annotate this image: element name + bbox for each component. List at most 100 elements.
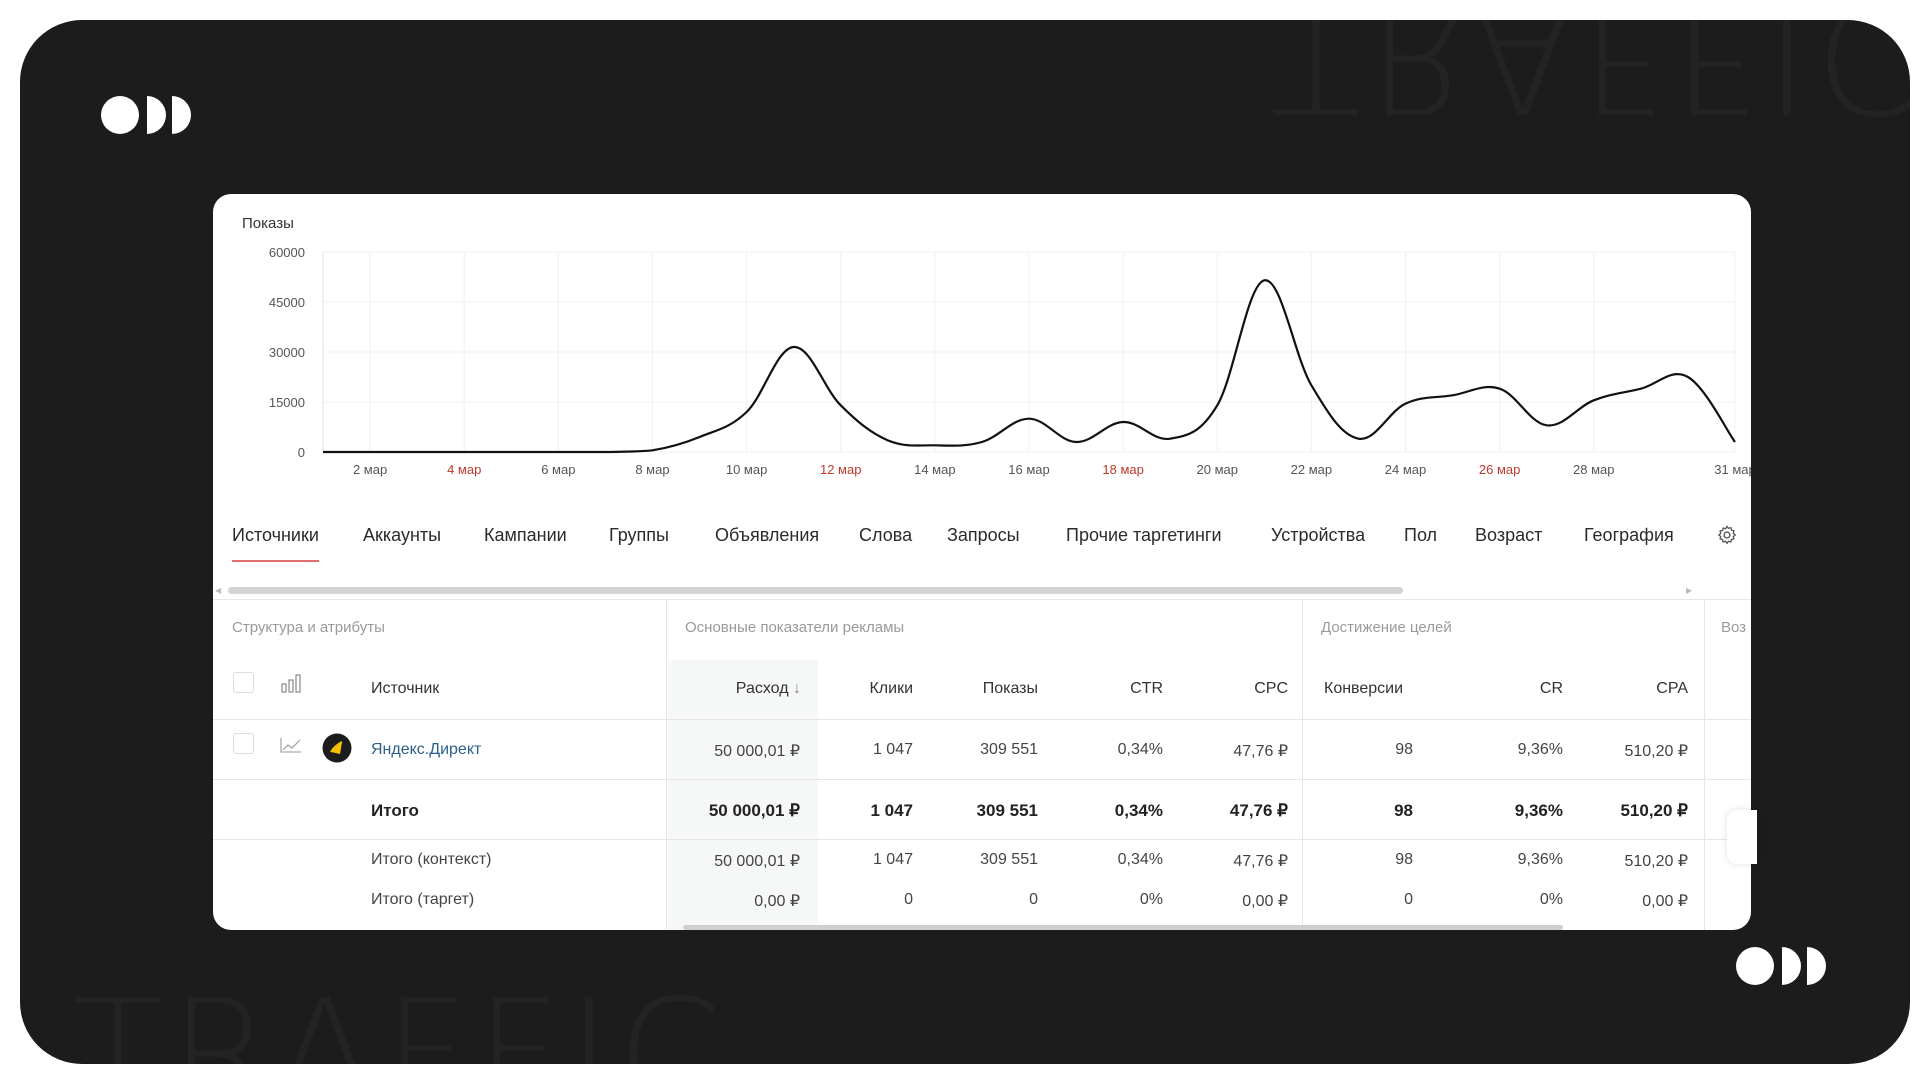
header-ctr[interactable]: CTR <box>1130 680 1163 697</box>
total-context-conversions: 98 <box>1395 851 1413 868</box>
total-context-clicks: 1 047 <box>872 851 913 868</box>
select-all-checkbox[interactable] <box>233 672 254 693</box>
y-tick-label: 60000 <box>269 245 305 260</box>
row-checkbox[interactable] <box>233 733 254 754</box>
row-divider <box>213 779 1751 780</box>
impressions-series-line <box>322 279 1736 454</box>
total-cr: 9,36% <box>1514 801 1563 820</box>
total-target-cpc: 0,00 ₽ <box>1242 893 1288 910</box>
side-panel-toggle-button[interactable] <box>1727 810 1757 864</box>
total-label: Итого <box>371 801 419 820</box>
tab-8[interactable]: Прочие таргетинги <box>1066 525 1222 545</box>
tab-6[interactable]: Слова <box>859 525 913 545</box>
cell-spend: 50 000,01 ₽ <box>714 743 800 760</box>
row-divider <box>213 719 1751 720</box>
row-divider <box>213 839 1751 840</box>
tab-11[interactable]: Возраст <box>1475 525 1543 545</box>
table-scrollbar[interactable] <box>683 925 1563 930</box>
scroll-right-arrow-icon[interactable]: ▶ <box>1686 586 1693 595</box>
tab-2[interactable]: Аккаунты <box>363 525 442 545</box>
header-spend[interactable]: Расход ↓ <box>723 680 801 698</box>
header-conversions[interactable]: Конверсии <box>1324 680 1404 697</box>
yandex-direct-logo-icon <box>322 733 352 763</box>
x-tick-label: 14 мар <box>914 462 955 477</box>
total-target-cr: 0% <box>1539 891 1563 908</box>
tab-12[interactable]: География <box>1584 525 1674 545</box>
y-tick-label: 45000 <box>269 295 305 310</box>
x-tick-label: 18 мар <box>1102 462 1143 477</box>
cell-clicks: 1 047 <box>872 741 913 758</box>
header-cpc[interactable]: CPC <box>1254 680 1288 697</box>
total-ctr: 0,34% <box>1114 801 1163 820</box>
brand-logo-bottom <box>1736 947 1826 985</box>
x-tick-label: 22 мар <box>1291 462 1332 477</box>
tabs-scrollbar[interactable] <box>228 587 1403 594</box>
total-context-cpa: 510,20 ₽ <box>1624 853 1688 870</box>
chart-title: Показы <box>242 215 294 232</box>
y-tick-label: 15000 <box>269 395 305 410</box>
stats-card: Показы 60000 45000 30000 15000 0 2 мар 4 мар 6 … <box>213 194 1751 930</box>
total-context-impressions: 309 551 <box>980 851 1038 868</box>
total-cpc: 47,76 ₽ <box>1229 801 1288 820</box>
y-tick-label: 0 <box>298 445 305 460</box>
x-tick-label: 28 мар <box>1573 462 1614 477</box>
y-tick-label: 30000 <box>269 345 305 360</box>
header-source[interactable]: Источник <box>371 680 440 697</box>
column-divider <box>1704 600 1705 930</box>
header-clicks[interactable]: Клики <box>869 680 913 697</box>
tab-7[interactable]: Запросы <box>947 525 1020 545</box>
x-tick-label: 4 мар <box>447 462 481 477</box>
x-tick-label: 2 мар <box>353 462 387 477</box>
total-target-clicks: 0 <box>904 891 913 908</box>
stats-table: Структура и атрибуты Основные показатели… <box>213 600 1751 930</box>
column-divider <box>666 600 667 930</box>
total-clicks: 1 047 <box>870 801 913 820</box>
x-tick-label: 12 мар <box>820 462 861 477</box>
bar-chart-icon[interactable] <box>281 673 301 693</box>
header-spend-label: Расход <box>735 680 789 697</box>
total-target-ctr: 0% <box>1139 891 1163 908</box>
cell-conversions: 98 <box>1395 741 1413 758</box>
x-tick-label: 31 мар <box>1714 462 1751 477</box>
traffic-watermark-top: TRAFFIC <box>1270 20 1910 144</box>
x-tick-label: 26 мар <box>1479 462 1520 477</box>
header-cr[interactable]: CR <box>1539 680 1563 697</box>
header-cpa[interactable]: CPA <box>1656 680 1688 697</box>
total-target-conversions: 0 <box>1404 891 1413 908</box>
tab-5[interactable]: Объявления <box>715 525 820 545</box>
cell-cr: 9,36% <box>1517 741 1563 758</box>
total-context-label: Итого (контекст) <box>371 851 492 868</box>
total-target-impressions: 0 <box>1029 891 1038 908</box>
total-impressions: 309 551 <box>976 801 1038 820</box>
dark-frame: TRAFFIC TRAFFIC Показы 60000 45000 30000 15… <box>20 20 1910 1064</box>
tab-3[interactable]: Кампании <box>484 525 567 545</box>
cell-cpa: 510,20 ₽ <box>1624 743 1688 760</box>
total-context-cr: 9,36% <box>1517 851 1563 868</box>
group-structure: Структура и атрибуты <box>232 619 385 636</box>
total-target-cpa: 0,00 ₽ <box>1642 893 1688 910</box>
impressions-chart: 60000 45000 30000 15000 0 2 мар 4 мар 6 мар 8 ма… <box>269 245 1751 477</box>
settings-gear-icon[interactable] <box>1716 524 1738 546</box>
total-context-ctr: 0,34% <box>1117 851 1163 868</box>
x-tick-label: 8 мар <box>635 462 669 477</box>
cell-ctr: 0,34% <box>1117 741 1163 758</box>
source-link[interactable]: Яндекс.Директ <box>371 741 482 758</box>
total-context-spend: 50 000,01 ₽ <box>714 853 800 870</box>
tab-10[interactable]: Пол <box>1404 525 1438 545</box>
header-impressions[interactable]: Показы <box>982 680 1038 697</box>
tab-4[interactable]: Группы <box>609 525 669 545</box>
column-divider <box>1302 600 1303 930</box>
total-cpa: 510,20 ₽ <box>1620 801 1688 820</box>
tab-9[interactable]: Устройства <box>1271 525 1366 545</box>
cell-impressions: 309 551 <box>980 741 1038 758</box>
scroll-left-arrow-icon[interactable]: ◀ <box>215 586 222 595</box>
tab-1[interactable]: Источники <box>232 520 319 562</box>
x-tick-label: 6 мар <box>541 462 575 477</box>
tabs-divider <box>213 599 1751 600</box>
total-conversions: 98 <box>1394 801 1413 820</box>
group-goals: Достижение целей <box>1321 619 1452 636</box>
line-chart-icon[interactable] <box>280 737 302 753</box>
group-ad-metrics: Основные показатели рекламы <box>685 619 905 636</box>
total-target-label: Итого (таргет) <box>371 891 475 908</box>
x-tick-label: 16 мар <box>1008 462 1049 477</box>
